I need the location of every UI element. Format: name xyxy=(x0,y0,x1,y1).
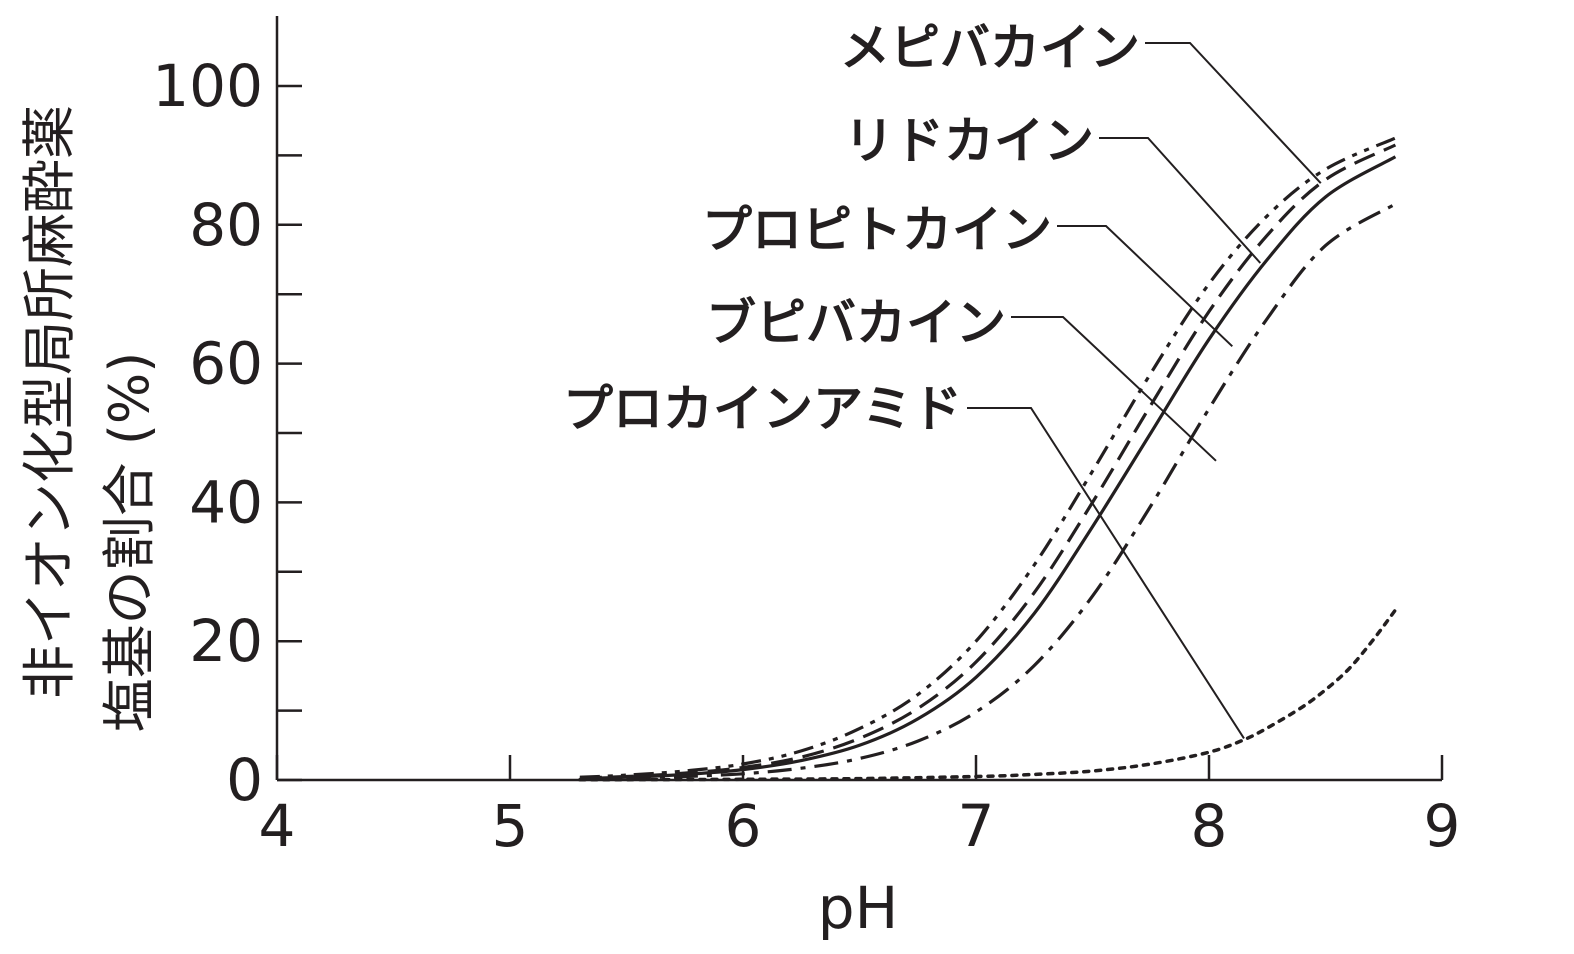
y-tick-label-20: 20 xyxy=(189,607,263,675)
series-label-3: プロピトカイン xyxy=(702,201,1052,259)
y-tick-label-40: 40 xyxy=(189,468,263,536)
series-line-2 xyxy=(579,143,1397,780)
series-label-1: メピバカイン xyxy=(840,19,1140,77)
leader-line-2 xyxy=(1099,137,1262,264)
series-line-4 xyxy=(579,202,1397,781)
label-leader-lines xyxy=(967,42,1322,739)
axes: 0 20 40 60 80 100 4 5 6 7 8 9 xyxy=(152,16,1460,860)
x-tick-label-6: 6 xyxy=(725,792,762,860)
y-tick-label-80: 80 xyxy=(189,191,263,259)
series-line-3 xyxy=(579,155,1397,780)
x-tick-label-5: 5 xyxy=(492,792,529,860)
y-tick-label-100: 100 xyxy=(152,52,263,120)
series-line-5 xyxy=(578,608,1398,782)
series-label-5: プロカインアミド xyxy=(563,380,962,438)
x-axis-title: pH xyxy=(818,874,898,942)
x-tick-label-7: 7 xyxy=(958,792,995,860)
series-line-1 xyxy=(579,136,1397,779)
y-tick-label-0: 0 xyxy=(226,746,263,814)
series-curves xyxy=(578,136,1398,782)
y-axis-title-line-1: 非イオン化型局所麻酔薬 xyxy=(18,105,81,699)
leader-line-5 xyxy=(967,407,1245,739)
leader-line-1 xyxy=(1145,42,1322,184)
x-tick-label-4: 4 xyxy=(259,792,296,860)
leader-line-4 xyxy=(1011,316,1217,462)
leader-line-3 xyxy=(1057,225,1233,348)
x-tick-label-8: 8 xyxy=(1191,792,1228,860)
y-axis-title-line-2: 塩基の割合 (%) xyxy=(98,352,161,733)
series-label-2: リドカイン xyxy=(844,112,1094,170)
x-tick-label-9: 9 xyxy=(1424,792,1461,860)
y-tick-label-60: 60 xyxy=(189,330,263,398)
series-label-4: ブピバカイン xyxy=(706,294,1006,352)
